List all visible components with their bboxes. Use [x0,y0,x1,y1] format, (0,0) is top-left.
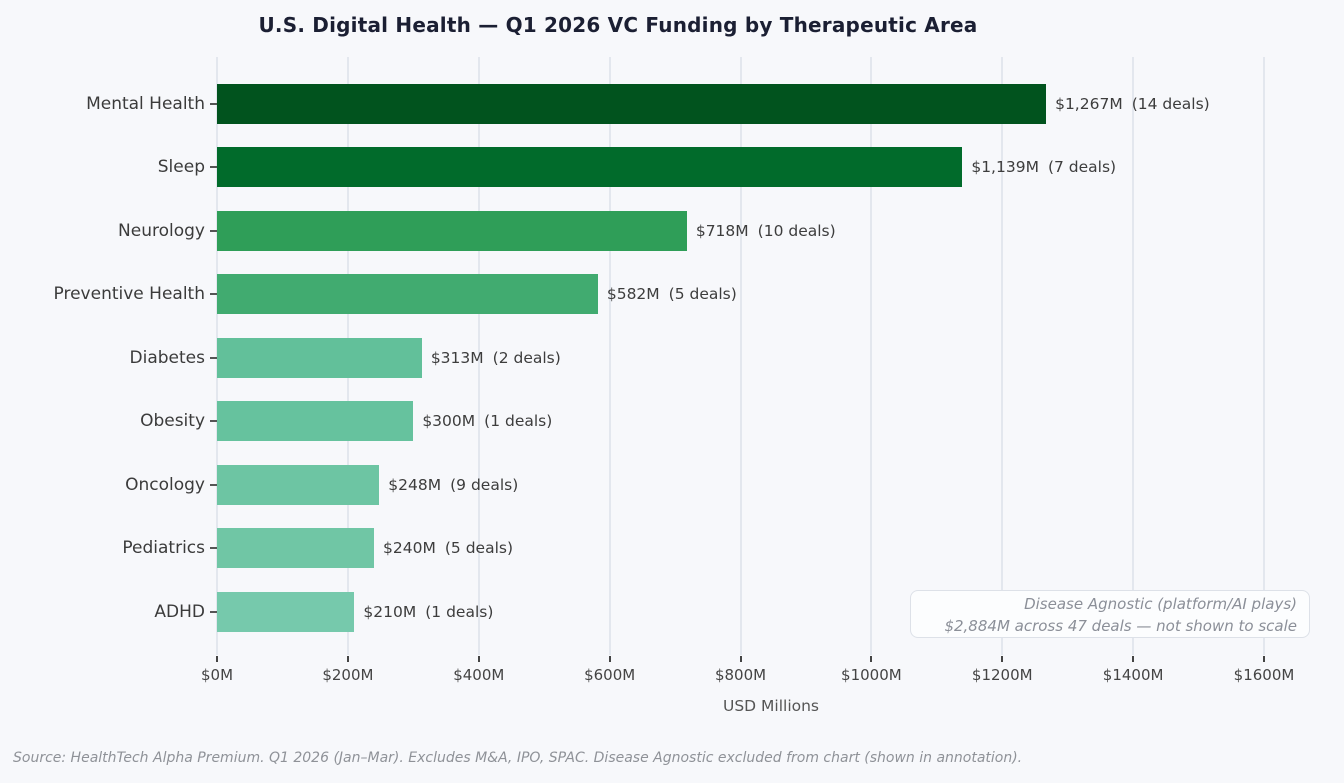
deal-count: (14 deals) [1131,94,1210,113]
funding-bar [217,147,963,187]
x-axis-tick [608,656,611,662]
funding-bar [217,274,598,314]
gridline [870,57,873,655]
gridline [1001,57,1004,655]
y-axis-tick [210,229,217,232]
funding-bar [217,591,355,632]
x-axis-label: USD Millions [722,697,820,715]
plot-area: $1,267M (14 deals) $1,139M (7 deals) $718M (1… [216,57,1325,655]
deal-count: (5 deals) [444,539,514,557]
x-axis-tick [1132,656,1135,662]
funding-amount: $582M [606,285,660,303]
annotation-box: Disease Agnostic (platform/AI plays) $2,… [910,590,1310,638]
y-axis-tick [210,102,217,105]
y-axis-tick [210,356,217,359]
x-axis-tick [1001,656,1004,662]
funding-amount: $1,139M [971,158,1039,176]
deal-count: (7 deals) [1047,158,1117,176]
category-label: Preventive Health [53,284,205,304]
deal-count: (9 deals) [450,475,519,494]
funding-bar [217,337,422,378]
annotation-line-1: Disease Agnostic (platform/AI plays) [1024,595,1297,613]
gridline [1132,57,1135,655]
gridline [1263,57,1265,655]
x-tick-label: $200M [322,666,374,684]
value-label: $248M (9 deals) [388,476,518,494]
value-label: $582M (5 deals) [607,285,737,303]
x-axis-tick [739,656,742,662]
value-label: $210M (1 deals) [363,603,493,621]
funding-amount: $248M [388,475,442,494]
category-label: Obesity [140,411,205,431]
x-axis-tick [346,656,349,662]
category-label: Diabetes [129,347,205,368]
x-axis-tick [870,656,873,662]
funding-amount: $240M [383,539,436,557]
x-tick-label: $1200M [971,666,1033,684]
x-axis-tick [216,656,218,662]
category-label: Pediatrics [122,538,205,558]
y-axis-tick [210,547,217,549]
source-footnote: Source: HealthTech Alpha Premium. Q1 202… [13,750,1023,766]
funding-amount: $300M [422,412,476,430]
value-label: $1,267M (14 deals) [1055,95,1210,113]
funding-amount: $210M [363,602,417,621]
chart-title: U.S. Digital Health — Q1 2026 VC Funding… [258,13,978,37]
category-label: Mental Health [86,93,205,114]
value-label: $300M (1 deals) [422,412,552,430]
x-tick-label: $0M [200,666,234,684]
y-axis-tick [210,293,217,295]
y-axis-tick [210,420,217,422]
deal-count: (5 deals) [668,285,737,303]
x-tick-label: $800M [714,666,767,684]
funding-bar [217,464,380,505]
y-axis-tick [210,166,217,168]
x-axis-tick [1263,656,1265,662]
value-label: $718M (10 deals) [696,222,836,240]
y-axis-tick [210,610,217,613]
funding-bar [217,210,687,251]
deal-count: (10 deals) [757,221,836,240]
x-tick-label: $1600M [1233,666,1295,684]
x-tick-label: $1000M [841,666,902,684]
funding-amount: $718M [695,221,749,240]
value-label: $1,139M (7 deals) [971,158,1116,176]
category-label: Oncology [125,474,205,495]
funding-amount: $313M [430,348,484,367]
deal-count: (2 deals) [492,348,561,367]
deal-count: (1 deals) [484,412,553,430]
gridline [608,57,611,655]
deal-count: (1 deals) [425,602,494,621]
value-label: $313M (2 deals) [431,349,561,367]
x-tick-label: $400M [453,666,505,684]
y-axis-tick [210,483,217,486]
funding-bar [217,83,1047,124]
funding-bar [217,401,414,441]
x-tick-label: $1400M [1102,666,1164,684]
x-axis-tick [477,656,480,662]
value-label: $240M (5 deals) [383,539,513,557]
category-label: ADHD [154,601,205,622]
category-label: Sleep [157,157,205,177]
x-tick-label: $600M [584,666,636,684]
funding-bar [217,528,375,568]
funding-amount: $1,267M [1055,94,1123,113]
category-label: Neurology [118,220,205,241]
gridline [477,57,480,655]
annotation-line-2: $2,884M across 47 deals — not shown to s… [944,617,1297,635]
gridline [739,57,742,655]
